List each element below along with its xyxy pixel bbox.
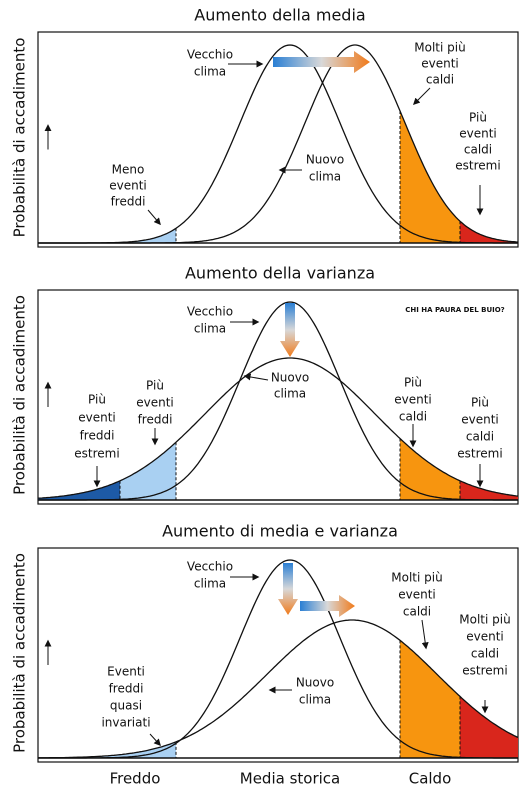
annotation: Molti più: [414, 41, 465, 55]
annotation: Nuovo: [296, 676, 334, 690]
spread-arrow: [278, 563, 298, 615]
annotation: caldi: [466, 430, 494, 444]
shaded-area: [38, 228, 176, 243]
panel-title: Aumento della varianza: [185, 264, 375, 283]
annotation: invariati: [101, 716, 150, 730]
annotation: eventi: [394, 393, 432, 407]
y-axis-label: Probabilità di accadimento: [11, 295, 29, 495]
annotation: caldi: [471, 647, 499, 661]
annotation: Più: [469, 111, 487, 125]
annotation-arrow: [243, 373, 269, 381]
annotation: eventi: [78, 411, 116, 425]
old-curve: [38, 301, 518, 501]
annotation: estremi: [457, 447, 502, 461]
panel-title: Aumento della media: [194, 6, 365, 25]
annotation: eventi: [421, 57, 459, 71]
shaded-area: [400, 110, 460, 244]
shift-arrow: [273, 51, 370, 73]
annotation: eventi: [466, 630, 504, 644]
shaded-area: [120, 442, 176, 500]
annotation: caldi: [464, 143, 492, 157]
shaded-area: [460, 480, 518, 500]
annotation: clima: [299, 693, 331, 707]
annotation: Molti più: [391, 571, 442, 585]
annotation: estremi: [455, 159, 500, 173]
new-curve: [37, 357, 519, 499]
annotation: quasi: [110, 699, 142, 713]
annotation: Più: [404, 376, 422, 390]
x-label: Caldo: [409, 770, 452, 788]
annotation: Meno: [112, 163, 145, 177]
annotation: Vecchio: [187, 48, 233, 62]
annotation-arrow: [413, 87, 431, 105]
annotation: freddi: [111, 195, 146, 209]
x-label: Freddo: [110, 770, 161, 788]
annotation: estremi: [462, 664, 507, 678]
annotation: Vecchio: [187, 305, 233, 319]
annotation: caldi: [403, 605, 431, 619]
shaded-area: [400, 640, 460, 758]
annotation-arrow: [421, 619, 429, 650]
annotation: freddi: [109, 682, 144, 696]
y-axis-label: Probabilità di accadimento: [11, 38, 29, 238]
annotation-arrow: [147, 209, 161, 226]
watermark: CHI HA PAURA DEL BUIO?: [405, 306, 505, 314]
spread-arrow: [280, 303, 300, 357]
annotation: freddi: [138, 413, 173, 427]
shaded-area: [38, 480, 120, 500]
annotation: caldi: [426, 73, 454, 87]
shaded-area: [400, 438, 460, 500]
shaded-area: [460, 221, 518, 243]
new-curve: [38, 619, 519, 759]
annotation: eventi: [136, 396, 174, 410]
annotation: eventi: [459, 127, 497, 141]
annotation: eventi: [461, 413, 499, 427]
annotation: eventi: [109, 179, 147, 193]
shaded-area: [460, 696, 518, 758]
y-axis-label: Probabilità di accadimento: [11, 553, 29, 753]
annotation: clima: [194, 577, 226, 591]
shaded-area: [38, 741, 176, 758]
shift-arrow: [300, 595, 355, 617]
panel-frame: [37, 547, 519, 763]
annotation: caldi: [399, 410, 427, 424]
annotation: Nuovo: [271, 371, 309, 385]
annotation: Più: [146, 379, 164, 393]
annotation: clima: [274, 387, 306, 401]
panel-frame: [37, 289, 519, 505]
annotation: eventi: [398, 588, 436, 602]
panel-title: Aumento di media e varianza: [162, 522, 398, 541]
annotation: Eventi: [107, 665, 145, 679]
annotation: Più: [471, 396, 489, 410]
annotation: clima: [194, 322, 226, 336]
annotation: clima: [194, 65, 226, 79]
annotation: Nuovo: [306, 153, 344, 167]
x-label: Media storica: [240, 770, 340, 788]
annotation: freddi: [80, 429, 115, 443]
annotation: estremi: [74, 447, 119, 461]
annotation: Vecchio: [187, 560, 233, 574]
annotation-arrow: [149, 733, 161, 747]
annotation: Molti più: [459, 613, 510, 627]
annotation: clima: [309, 170, 341, 184]
annotation: Più: [88, 393, 106, 407]
panel-frame: [37, 31, 519, 248]
